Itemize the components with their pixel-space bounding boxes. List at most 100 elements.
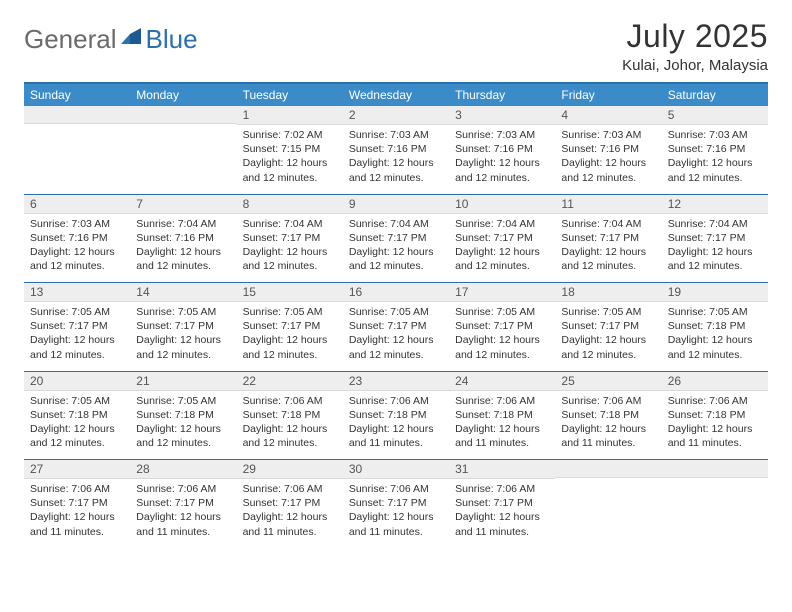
day-line: Sunrise: 7:06 AM [136, 482, 230, 496]
weekday-header: Friday [555, 84, 661, 106]
day-body: Sunrise: 7:05 AMSunset: 7:17 PMDaylight:… [237, 302, 343, 366]
calendar-day-cell [24, 106, 130, 194]
day-line: Daylight: 12 hours and 11 minutes. [455, 422, 549, 450]
day-line: Sunset: 7:17 PM [136, 496, 230, 510]
calendar-day-cell: 26Sunrise: 7:06 AMSunset: 7:18 PMDayligh… [662, 372, 768, 460]
calendar-day-cell: 19Sunrise: 7:05 AMSunset: 7:18 PMDayligh… [662, 283, 768, 371]
day-line: Daylight: 12 hours and 11 minutes. [136, 510, 230, 538]
day-number: 4 [555, 106, 661, 125]
calendar-day-cell: 21Sunrise: 7:05 AMSunset: 7:18 PMDayligh… [130, 372, 236, 460]
day-line: Sunrise: 7:03 AM [561, 128, 655, 142]
day-line: Sunset: 7:17 PM [243, 496, 337, 510]
day-line: Daylight: 12 hours and 12 minutes. [561, 333, 655, 361]
calendar-week-row: 13Sunrise: 7:05 AMSunset: 7:17 PMDayligh… [24, 283, 768, 371]
day-line: Sunrise: 7:05 AM [136, 394, 230, 408]
day-line: Sunset: 7:16 PM [349, 142, 443, 156]
day-line: Sunset: 7:16 PM [30, 231, 124, 245]
day-line: Sunrise: 7:04 AM [136, 217, 230, 231]
day-line: Daylight: 12 hours and 12 minutes. [30, 333, 124, 361]
weekday-header: Sunday [24, 84, 130, 106]
day-number [24, 106, 130, 124]
day-line: Sunrise: 7:06 AM [349, 482, 443, 496]
weekday-header: Saturday [662, 84, 768, 106]
day-line: Daylight: 12 hours and 12 minutes. [349, 245, 443, 273]
day-body: Sunrise: 7:06 AMSunset: 7:17 PMDaylight:… [343, 479, 449, 543]
day-body: Sunrise: 7:05 AMSunset: 7:18 PMDaylight:… [130, 391, 236, 455]
day-line: Sunrise: 7:06 AM [30, 482, 124, 496]
day-body: Sunrise: 7:02 AMSunset: 7:15 PMDaylight:… [237, 125, 343, 189]
day-number: 31 [449, 460, 555, 479]
day-number: 11 [555, 195, 661, 214]
day-number: 3 [449, 106, 555, 125]
calendar-body: 1Sunrise: 7:02 AMSunset: 7:15 PMDaylight… [24, 106, 768, 548]
calendar-day-cell: 20Sunrise: 7:05 AMSunset: 7:18 PMDayligh… [24, 372, 130, 460]
day-body: Sunrise: 7:04 AMSunset: 7:17 PMDaylight:… [449, 214, 555, 278]
day-number: 5 [662, 106, 768, 125]
day-line: Daylight: 12 hours and 11 minutes. [30, 510, 124, 538]
day-line: Sunset: 7:18 PM [455, 408, 549, 422]
day-number: 1 [237, 106, 343, 125]
day-line: Daylight: 12 hours and 12 minutes. [136, 333, 230, 361]
day-number: 13 [24, 283, 130, 302]
title-block: July 2025 Kulai, Johor, Malaysia [622, 18, 768, 74]
day-body [24, 124, 130, 174]
day-number: 29 [237, 460, 343, 479]
day-number: 21 [130, 372, 236, 391]
calendar-day-cell: 12Sunrise: 7:04 AMSunset: 7:17 PMDayligh… [662, 195, 768, 283]
calendar-day-cell [130, 106, 236, 194]
day-body [555, 478, 661, 528]
day-line: Sunrise: 7:06 AM [243, 482, 337, 496]
calendar-week-row: 20Sunrise: 7:05 AMSunset: 7:18 PMDayligh… [24, 372, 768, 460]
calendar-day-cell: 16Sunrise: 7:05 AMSunset: 7:17 PMDayligh… [343, 283, 449, 371]
day-line: Daylight: 12 hours and 12 minutes. [455, 156, 549, 184]
day-line: Sunset: 7:18 PM [561, 408, 655, 422]
day-line: Sunrise: 7:05 AM [349, 305, 443, 319]
calendar-day-cell: 10Sunrise: 7:04 AMSunset: 7:17 PMDayligh… [449, 195, 555, 283]
day-body: Sunrise: 7:05 AMSunset: 7:17 PMDaylight:… [555, 302, 661, 366]
day-line: Sunset: 7:17 PM [561, 231, 655, 245]
day-line: Sunset: 7:17 PM [455, 319, 549, 333]
calendar-day-cell: 4Sunrise: 7:03 AMSunset: 7:16 PMDaylight… [555, 106, 661, 194]
weekday-header-row: Sunday Monday Tuesday Wednesday Thursday… [24, 84, 768, 106]
day-line: Daylight: 12 hours and 12 minutes. [455, 333, 549, 361]
day-line: Sunset: 7:17 PM [243, 319, 337, 333]
day-line: Daylight: 12 hours and 11 minutes. [455, 510, 549, 538]
header: General Blue July 2025 Kulai, Johor, Mal… [24, 18, 768, 74]
day-line: Sunrise: 7:03 AM [30, 217, 124, 231]
day-number: 19 [662, 283, 768, 302]
day-line: Sunrise: 7:03 AM [668, 128, 762, 142]
calendar-day-cell: 28Sunrise: 7:06 AMSunset: 7:17 PMDayligh… [130, 460, 236, 548]
day-line: Sunrise: 7:06 AM [243, 394, 337, 408]
day-line: Sunset: 7:17 PM [349, 319, 443, 333]
day-number [662, 460, 768, 478]
day-line: Daylight: 12 hours and 12 minutes. [668, 156, 762, 184]
day-line: Sunrise: 7:02 AM [243, 128, 337, 142]
day-line: Sunrise: 7:05 AM [136, 305, 230, 319]
day-line: Daylight: 12 hours and 12 minutes. [668, 245, 762, 273]
calendar-day-cell: 9Sunrise: 7:04 AMSunset: 7:17 PMDaylight… [343, 195, 449, 283]
day-line: Sunrise: 7:05 AM [561, 305, 655, 319]
day-body: Sunrise: 7:06 AMSunset: 7:18 PMDaylight:… [555, 391, 661, 455]
day-body: Sunrise: 7:05 AMSunset: 7:17 PMDaylight:… [24, 302, 130, 366]
day-number [130, 106, 236, 124]
day-line: Sunset: 7:18 PM [243, 408, 337, 422]
day-body [130, 124, 236, 174]
day-body: Sunrise: 7:06 AMSunset: 7:17 PMDaylight:… [24, 479, 130, 543]
day-body: Sunrise: 7:06 AMSunset: 7:18 PMDaylight:… [449, 391, 555, 455]
calendar-day-cell: 2Sunrise: 7:03 AMSunset: 7:16 PMDaylight… [343, 106, 449, 194]
day-line: Sunrise: 7:05 AM [668, 305, 762, 319]
day-line: Daylight: 12 hours and 12 minutes. [30, 245, 124, 273]
day-body: Sunrise: 7:05 AMSunset: 7:18 PMDaylight:… [24, 391, 130, 455]
day-line: Sunrise: 7:06 AM [455, 394, 549, 408]
calendar-day-cell [555, 460, 661, 548]
calendar-day-cell: 1Sunrise: 7:02 AMSunset: 7:15 PMDaylight… [237, 106, 343, 194]
day-body: Sunrise: 7:05 AMSunset: 7:17 PMDaylight:… [343, 302, 449, 366]
calendar-week-row: 6Sunrise: 7:03 AMSunset: 7:16 PMDaylight… [24, 195, 768, 283]
day-body: Sunrise: 7:04 AMSunset: 7:17 PMDaylight:… [555, 214, 661, 278]
day-number: 2 [343, 106, 449, 125]
day-line: Sunrise: 7:04 AM [349, 217, 443, 231]
day-number: 26 [662, 372, 768, 391]
day-line: Daylight: 12 hours and 12 minutes. [136, 422, 230, 450]
day-line: Daylight: 12 hours and 11 minutes. [561, 422, 655, 450]
day-line: Sunset: 7:16 PM [455, 142, 549, 156]
